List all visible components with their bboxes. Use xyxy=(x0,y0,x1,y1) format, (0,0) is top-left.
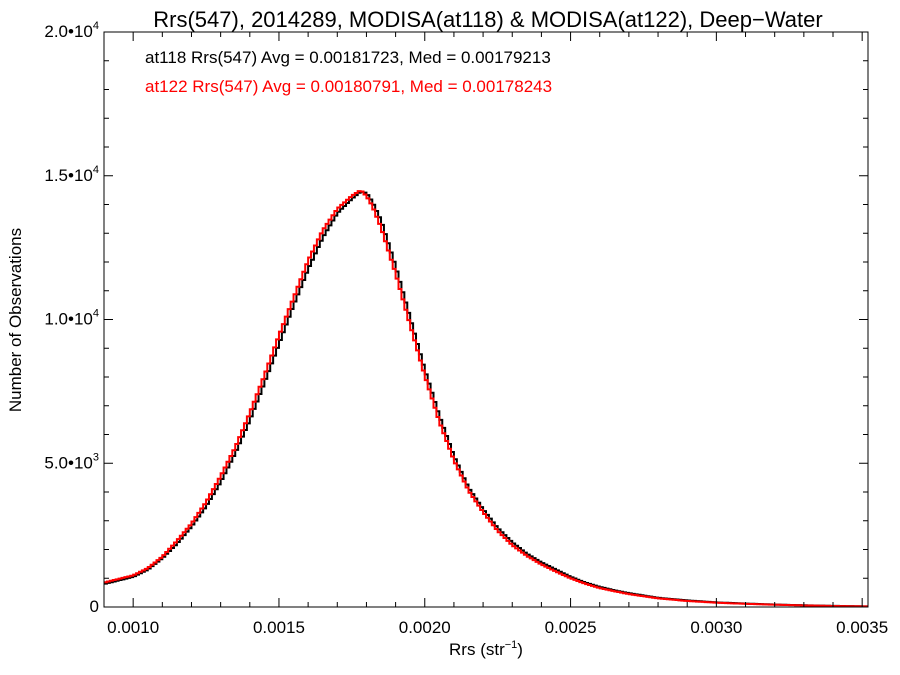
x-tick-label: 0.0010 xyxy=(107,618,159,637)
x-tick-label: 0.0020 xyxy=(399,618,451,637)
y-axis-label: Number of Observations xyxy=(6,228,25,412)
x-tick-label: 0.0015 xyxy=(253,618,305,637)
series-layer xyxy=(104,190,868,608)
x-axis-label: Rrs (str−1) xyxy=(449,639,523,659)
x-axis-label-sup: −1 xyxy=(505,639,518,651)
series-line-1 xyxy=(104,190,868,608)
chart-title: Rrs(547), 2014289, MODISA(at118) & MODIS… xyxy=(153,7,822,32)
annotation-at122: at122 Rrs(547) Avg = 0.00180791, Med = 0… xyxy=(145,77,552,96)
y-tick-label: 2.0•104 xyxy=(44,20,99,41)
y-tick-label: 1.5•104 xyxy=(44,164,99,185)
x-axis-label-main: Rrs (str xyxy=(449,640,505,659)
y-axis: 0 5.0•103 1.0•104 1.5•104 2.0•104 xyxy=(44,20,868,616)
x-axis-label-close: ) xyxy=(517,640,523,659)
x-tick-label: 0.0030 xyxy=(690,618,742,637)
annotation-at118: at118 Rrs(547) Avg = 0.00181723, Med = 0… xyxy=(145,48,551,67)
y-tick-label: 0 xyxy=(90,597,99,616)
y-tick-label: 1.0•104 xyxy=(44,308,99,329)
x-tick-label: 0.0035 xyxy=(836,618,888,637)
y-tick-label: 5.0•103 xyxy=(44,451,99,472)
x-tick-label: 0.0025 xyxy=(545,618,597,637)
x-axis: 0.0010 0.0015 0.0020 0.0025 0.0030 0.0035 xyxy=(103,32,888,637)
annotation-group: at118 Rrs(547) Avg = 0.00181723, Med = 0… xyxy=(145,48,552,96)
